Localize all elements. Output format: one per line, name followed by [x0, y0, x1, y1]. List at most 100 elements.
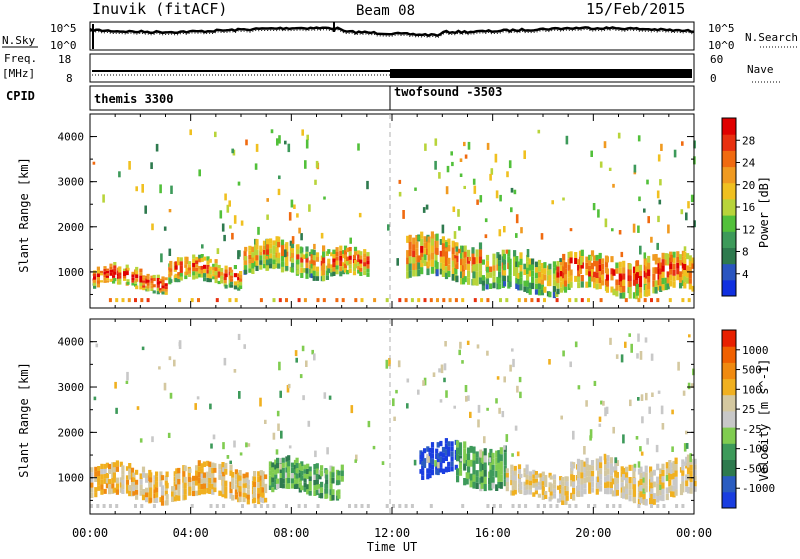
echo-cell: [141, 466, 146, 473]
echo-cell: [469, 459, 473, 467]
echo-cell: [128, 490, 132, 497]
echo-cell: [408, 263, 412, 271]
echo-cell: [115, 489, 119, 495]
echo-cell: [275, 246, 279, 253]
echo-cell: [211, 473, 215, 479]
echo-cell: [567, 283, 571, 290]
echo-cell: [297, 504, 301, 508]
echo-cell: [686, 253, 690, 260]
echo-cell: [296, 249, 300, 255]
echo-cell: [540, 273, 544, 280]
echo-cell: [251, 257, 255, 263]
echo-cell: [460, 245, 464, 253]
echo-cell: [94, 492, 98, 498]
echo-cell: [202, 488, 206, 495]
echo-cell: [285, 472, 289, 478]
echo-cell: [246, 499, 250, 505]
echo-cell: [270, 129, 274, 134]
echo-cell: [242, 483, 246, 488]
echo-cell: [635, 292, 639, 300]
echo-cell: [539, 481, 543, 486]
echo-cell: [278, 135, 281, 144]
echo-cell: [489, 173, 492, 181]
echo-cell: [213, 468, 217, 473]
echo-cell: [312, 260, 316, 266]
echo-cell: [430, 442, 435, 448]
echo-cell: [639, 446, 642, 452]
echo-cell: [96, 277, 100, 281]
echo-cell: [222, 485, 226, 490]
echo-cell: [439, 262, 443, 269]
echo-cell: [337, 489, 341, 495]
echo-cell: [297, 298, 301, 303]
echo-cell: [577, 276, 581, 283]
echo-cell: [262, 245, 267, 250]
echo-cell: [238, 475, 242, 481]
echo-cell: [588, 281, 592, 288]
echo-cell: [569, 275, 573, 282]
echo-cell: [169, 268, 173, 272]
echo-cell: [652, 499, 656, 505]
echo-cell: [206, 269, 210, 274]
echo-cell: [420, 260, 424, 268]
echo-cell: [153, 493, 157, 499]
echo-cell: [353, 251, 358, 256]
noise-left-label: N.Sky: [2, 34, 35, 47]
echo-cell: [511, 504, 515, 508]
echo-cell: [625, 466, 629, 473]
echo-cell: [198, 266, 202, 270]
echo-cell: [313, 464, 317, 470]
echo-cell: [503, 465, 507, 473]
echo-cell: [322, 275, 326, 282]
echo-cell: [461, 258, 466, 266]
echo-cell: [442, 298, 446, 303]
echo-cell: [492, 259, 496, 266]
echo-cell: [279, 473, 283, 478]
echo-cell: [259, 255, 263, 260]
echo-cell: [269, 253, 273, 259]
echo-cell: [423, 236, 427, 243]
echo-cell: [271, 477, 275, 483]
y-tick-label: 4000: [58, 131, 85, 144]
echo-cell: [447, 451, 451, 457]
echo-cell: [561, 481, 565, 487]
echo-cell: [150, 275, 154, 279]
echo-cell: [656, 463, 660, 471]
echo-cell: [259, 245, 263, 251]
echo-cell: [450, 456, 454, 462]
echo-cell: [561, 491, 565, 496]
echo-cell: [655, 444, 659, 453]
echo-cell: [146, 298, 150, 303]
echo-cell: [574, 275, 578, 282]
echo-cell: [96, 280, 100, 284]
echo-cell: [255, 143, 259, 152]
echo-cell: [246, 489, 250, 495]
echo-cell: [314, 179, 317, 185]
echo-cell: [222, 476, 226, 481]
echo-cell: [469, 411, 472, 418]
echo-cell: [90, 492, 94, 498]
echo-cell: [113, 262, 117, 266]
echo-cell: [177, 473, 181, 479]
echo-cell: [436, 469, 440, 476]
echo-cell: [111, 478, 115, 484]
echo-cell: [661, 476, 665, 483]
echo-cell: [480, 298, 484, 303]
echo-cell: [315, 489, 319, 496]
echo-cell: [517, 298, 521, 303]
echo-cell: [229, 278, 234, 282]
echo-cell: [269, 263, 273, 269]
echo-cell: [287, 466, 291, 472]
echo-cell: [300, 475, 304, 481]
echo-cell: [146, 285, 150, 289]
echo-cell: [609, 488, 613, 495]
echo-cell: [525, 464, 529, 470]
echo-cell: [516, 385, 519, 393]
echo-cell: [151, 436, 154, 443]
echo-cell: [589, 435, 592, 441]
echo-cell: [665, 462, 669, 469]
echo-cell: [134, 283, 138, 287]
echo-cell: [650, 493, 654, 500]
echo-cell: [208, 461, 212, 467]
echo-cell: [268, 461, 272, 467]
